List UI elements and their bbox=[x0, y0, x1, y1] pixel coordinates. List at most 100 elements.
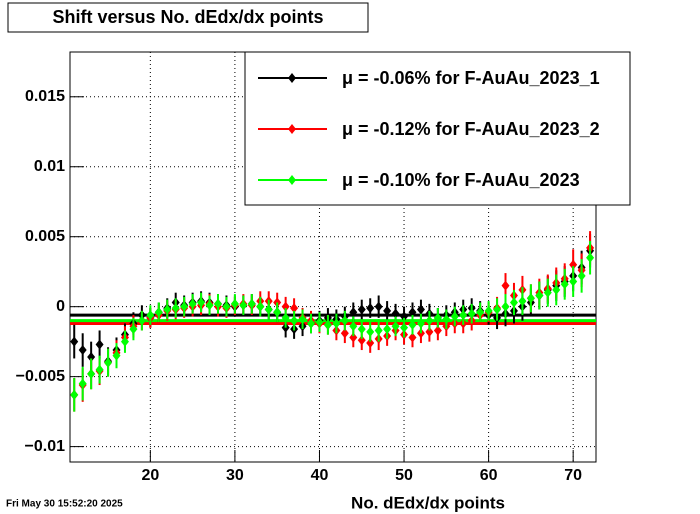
marker bbox=[70, 389, 79, 400]
marker bbox=[87, 352, 96, 363]
y-tick-label: 0 bbox=[56, 298, 65, 315]
marker bbox=[222, 301, 231, 312]
marker bbox=[332, 318, 341, 329]
legend-label: μ = -0.06% for F-AuAu_2023_1 bbox=[342, 68, 600, 88]
marker bbox=[467, 308, 476, 319]
marker bbox=[357, 335, 366, 346]
marker bbox=[577, 270, 586, 281]
marker bbox=[129, 324, 138, 335]
legend-marker bbox=[288, 175, 296, 185]
y-tick-label: −0.005 bbox=[16, 368, 65, 385]
marker bbox=[146, 310, 155, 321]
x-tick-label: 60 bbox=[480, 467, 498, 484]
marker bbox=[213, 298, 222, 309]
marker bbox=[400, 311, 409, 322]
marker bbox=[188, 298, 197, 309]
marker bbox=[459, 310, 468, 321]
marker bbox=[95, 339, 104, 350]
marker bbox=[374, 325, 383, 336]
marker bbox=[70, 336, 79, 347]
marker bbox=[476, 307, 485, 318]
marker bbox=[501, 301, 510, 312]
marker bbox=[357, 304, 366, 315]
marker bbox=[425, 326, 434, 337]
marker bbox=[315, 317, 324, 328]
marker bbox=[586, 252, 595, 263]
marker bbox=[349, 332, 358, 343]
marker bbox=[256, 301, 265, 312]
marker bbox=[137, 315, 146, 326]
marker bbox=[366, 303, 375, 314]
marker bbox=[416, 304, 425, 315]
marker bbox=[281, 312, 290, 323]
marker bbox=[408, 319, 417, 330]
marker bbox=[374, 301, 383, 312]
timestamp: Fri May 30 15:52:20 2025 bbox=[6, 499, 123, 510]
marker bbox=[323, 319, 332, 330]
marker bbox=[281, 301, 290, 312]
marker bbox=[340, 328, 349, 339]
marker bbox=[239, 300, 248, 311]
marker bbox=[408, 307, 417, 318]
marker bbox=[493, 304, 502, 315]
marker bbox=[95, 364, 104, 375]
marker bbox=[433, 325, 442, 336]
chart-title: Shift versus No. dEdx/dx points bbox=[52, 7, 323, 27]
marker bbox=[433, 312, 442, 323]
marker bbox=[408, 332, 417, 343]
marker bbox=[535, 290, 544, 301]
legend-label: μ = -0.10% for F-AuAu_2023 bbox=[342, 170, 580, 190]
marker bbox=[518, 296, 527, 307]
marker bbox=[120, 336, 129, 347]
x-tick-label: 70 bbox=[564, 467, 582, 484]
marker bbox=[349, 321, 358, 332]
marker bbox=[391, 308, 400, 319]
y-tick-label: 0.005 bbox=[25, 228, 65, 245]
marker bbox=[383, 324, 392, 335]
marker bbox=[366, 326, 375, 337]
marker bbox=[104, 357, 113, 368]
marker bbox=[526, 293, 535, 304]
marker bbox=[569, 276, 578, 287]
legend-label: μ = -0.12% for F-AuAu_2023_2 bbox=[342, 119, 600, 139]
x-tick-label: 50 bbox=[395, 467, 413, 484]
marker bbox=[307, 318, 316, 329]
marker bbox=[171, 303, 180, 314]
marker bbox=[366, 338, 375, 349]
marker bbox=[552, 284, 561, 295]
legend-marker bbox=[288, 73, 296, 83]
marker bbox=[349, 307, 358, 318]
marker bbox=[197, 297, 206, 308]
marker bbox=[400, 322, 409, 333]
marker bbox=[205, 300, 214, 311]
y-tick-label: 0.01 bbox=[34, 158, 65, 175]
y-tick-label: 0.015 bbox=[25, 88, 65, 105]
marker bbox=[180, 301, 189, 312]
marker bbox=[340, 315, 349, 326]
marker bbox=[78, 378, 87, 389]
marker bbox=[290, 315, 299, 326]
marker bbox=[290, 303, 299, 314]
legend-marker bbox=[288, 124, 296, 134]
marker bbox=[501, 280, 510, 291]
marker bbox=[163, 304, 172, 315]
x-tick-label: 20 bbox=[141, 467, 159, 484]
marker bbox=[509, 297, 518, 308]
marker bbox=[230, 298, 239, 309]
marker bbox=[78, 345, 87, 356]
marker bbox=[154, 307, 163, 318]
marker bbox=[543, 287, 552, 298]
x-tick-label: 30 bbox=[226, 467, 244, 484]
marker bbox=[560, 279, 569, 290]
marker bbox=[391, 321, 400, 332]
marker bbox=[247, 298, 256, 309]
x-tick-label: 40 bbox=[311, 467, 329, 484]
marker bbox=[273, 307, 282, 318]
marker bbox=[450, 311, 459, 322]
marker bbox=[569, 259, 578, 270]
title-box bbox=[7, 2, 369, 33]
x-axis-title: No. dEdx/dx points bbox=[351, 493, 505, 512]
marker bbox=[112, 350, 121, 361]
marker bbox=[264, 304, 273, 315]
